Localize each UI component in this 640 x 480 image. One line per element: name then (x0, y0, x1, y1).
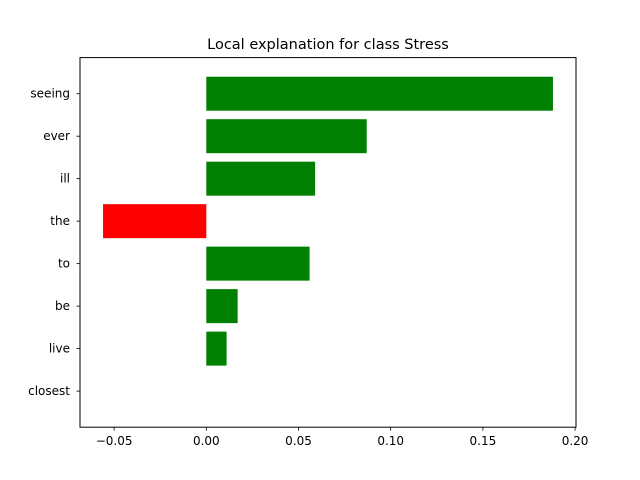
bar-be (206, 289, 238, 324)
chart-title: Local explanation for class Stress (207, 37, 449, 53)
x-tick-label: 0.20 (562, 434, 589, 448)
x-tick-label: 0.05 (285, 434, 312, 448)
bar-to (206, 246, 310, 281)
axes-frame (79, 57, 577, 428)
y-tick-label: closest (28, 384, 70, 398)
plot-area: seeing ever ill the to be live closest −0.05 0.0… (28, 57, 589, 448)
y-tick-label: live (49, 342, 70, 356)
y-tick-label: ever (43, 129, 70, 143)
bar-seeing (206, 76, 553, 111)
y-tick-label: ill (60, 172, 70, 186)
y-tick-label: the (50, 214, 70, 228)
y-tick-label: be (55, 299, 70, 313)
x-ticks-group: −0.05 0.00 0.05 0.10 0.15 0.20 (96, 427, 589, 448)
x-tick-label: 0.15 (470, 434, 497, 448)
bar-ever (206, 119, 367, 154)
y-tick-label: seeing (30, 87, 70, 101)
bar-live (206, 331, 227, 366)
x-tick-label: −0.05 (96, 434, 133, 448)
x-tick-label: 0.00 (193, 434, 220, 448)
x-tick-label: 0.10 (377, 434, 404, 448)
bar-the (103, 204, 207, 239)
bars-group (103, 76, 553, 366)
y-ticks-group: seeing ever ill the to be live closest (28, 87, 80, 398)
bar-ill (206, 161, 316, 196)
y-tick-label: to (58, 257, 70, 271)
